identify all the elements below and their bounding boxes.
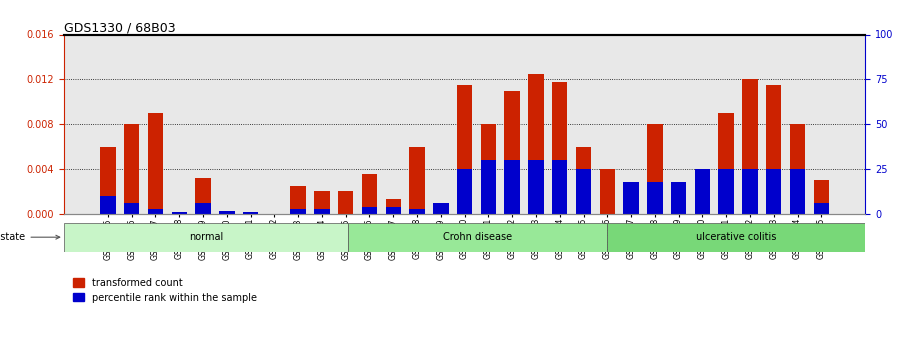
Bar [243,212,259,214]
Bar [576,147,591,214]
Bar [790,169,805,214]
Text: normal: normal [189,232,223,242]
Bar [124,203,139,214]
Bar [124,124,139,214]
Bar [481,160,496,214]
Bar [385,199,401,214]
Bar [670,181,686,214]
Bar [552,160,568,214]
Bar [814,180,829,214]
Bar [338,191,353,214]
Bar [766,169,782,214]
Bar [433,203,448,214]
Bar [291,186,306,214]
Bar [220,211,234,214]
Bar [457,85,472,214]
Bar [790,124,805,214]
Bar [766,85,782,214]
Bar [528,74,544,214]
Bar [314,208,330,214]
Bar [742,79,758,214]
Bar [742,169,758,214]
Bar [695,180,710,214]
Bar [528,160,544,214]
Bar [348,223,607,252]
Bar [719,169,734,214]
Text: ulcerative colitis: ulcerative colitis [696,232,776,242]
Bar [719,113,734,214]
Bar [457,169,472,214]
Bar [314,191,330,214]
Bar [100,147,116,214]
Bar [148,208,163,214]
Text: disease state: disease state [0,232,60,242]
Bar [505,90,520,214]
Bar [385,207,401,214]
Bar [100,196,116,214]
Bar [670,191,686,214]
Bar [552,81,568,214]
Bar [291,208,306,214]
Bar [195,203,210,214]
Bar [623,186,639,214]
Bar [195,178,210,214]
Bar [409,209,425,214]
Bar [647,124,662,214]
Bar [362,207,377,214]
Bar [148,113,163,214]
Bar [623,181,639,214]
Bar [409,147,425,214]
Bar [695,169,710,214]
Bar [814,203,829,214]
Bar [647,181,662,214]
Bar [362,174,377,214]
Bar [607,223,865,252]
Text: GDS1330 / 68B03: GDS1330 / 68B03 [64,21,176,34]
Legend: transformed count, percentile rank within the sample: transformed count, percentile rank withi… [68,274,261,307]
Bar [576,169,591,214]
Text: Crohn disease: Crohn disease [443,232,512,242]
Bar [433,204,448,214]
Bar [505,160,520,214]
Bar [599,169,615,214]
Bar [64,223,348,252]
Bar [220,211,234,214]
Bar [481,124,496,214]
Bar [171,212,187,214]
Bar [243,213,259,214]
